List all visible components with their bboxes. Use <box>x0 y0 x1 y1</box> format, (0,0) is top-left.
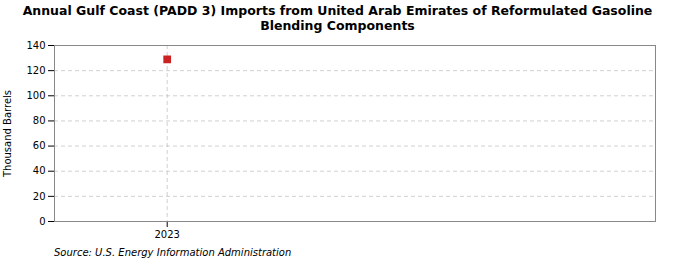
html-text:Annual Gulf Coast (PADD 3) Imp: Annual Gulf Coast (PADD 3) Imports from … <box>22 3 653 33</box>
svg-text:80: 80 <box>33 115 46 126</box>
svg-text:60: 60 <box>33 140 46 151</box>
svg-text:2023: 2023 <box>154 229 179 240</box>
svg-text:Thousand Barrels: Thousand Barrels <box>2 90 13 178</box>
svg-text:140: 140 <box>26 40 45 51</box>
svg-text:40: 40 <box>33 165 46 176</box>
svg-text:120: 120 <box>26 65 45 76</box>
svg-text:100: 100 <box>26 90 45 101</box>
svg-text:20: 20 <box>33 191 46 202</box>
html-text:Source: U.S. Energy Informatio: Source: U.S. Energy Information Administ… <box>54 247 292 258</box>
svg-text:0: 0 <box>39 216 45 227</box>
